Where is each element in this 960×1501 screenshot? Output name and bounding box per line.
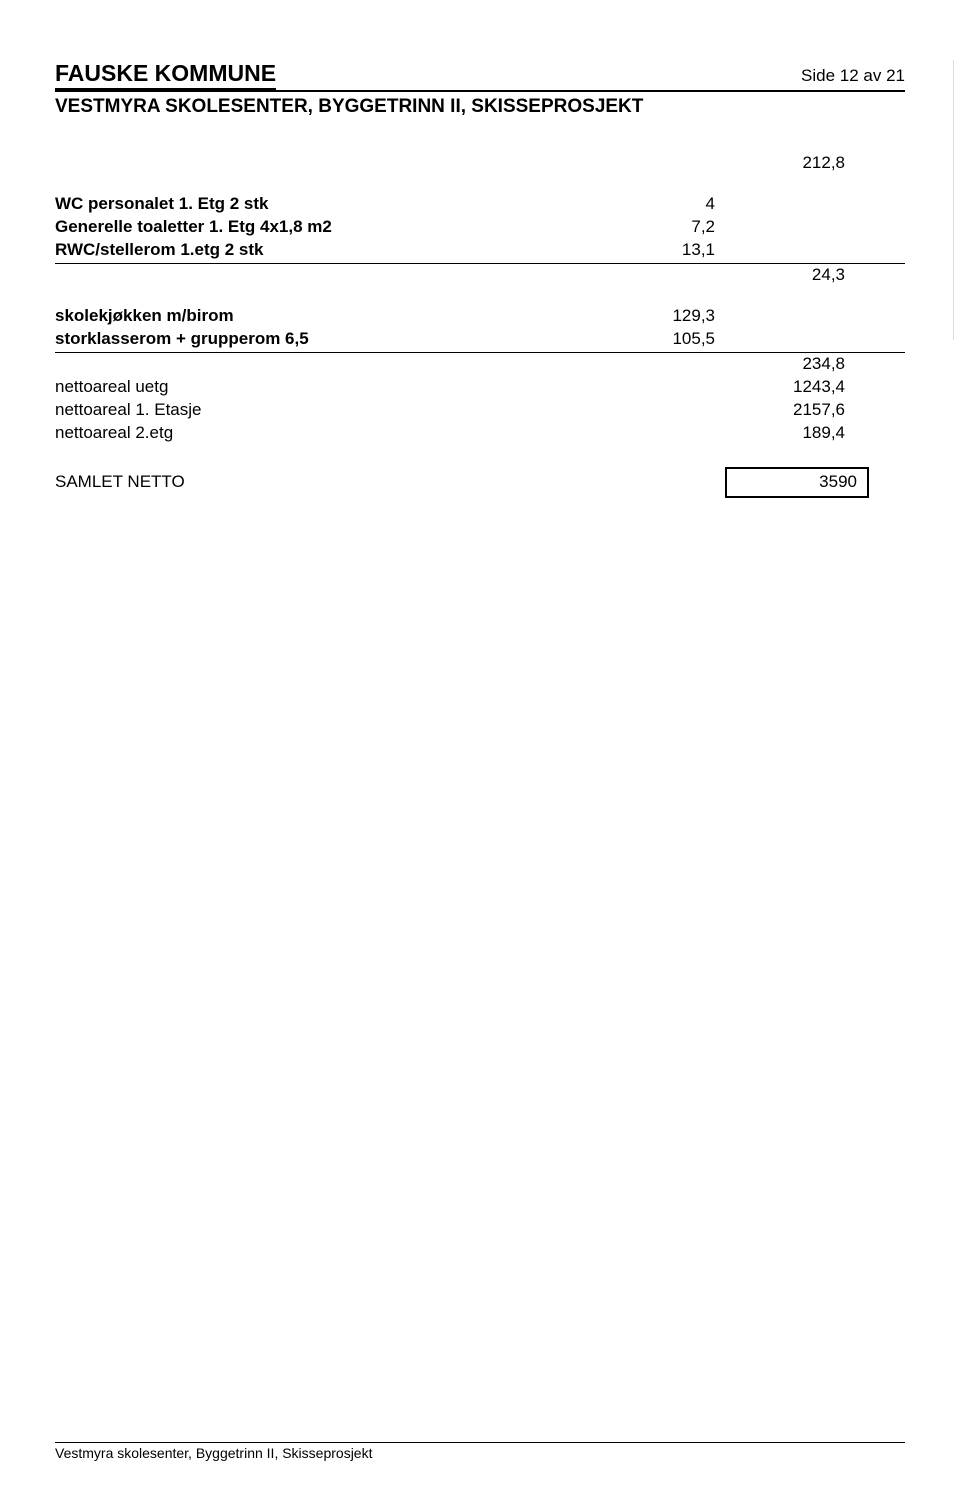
header-title: FAUSKE KOMMUNE bbox=[55, 60, 276, 90]
grand-total-box: 3590 bbox=[725, 467, 869, 498]
row-value: 2157,6 bbox=[725, 399, 845, 422]
page-indicator: Side 12 av 21 bbox=[801, 66, 905, 86]
row-label: skolekjøkken m/birom bbox=[55, 305, 595, 328]
subtotal: 234,8 bbox=[802, 354, 845, 373]
row-value: 4 bbox=[595, 193, 725, 216]
row-value: 105,5 bbox=[595, 328, 725, 351]
row-label: nettoareal uetg bbox=[55, 376, 595, 399]
row-label: storklasserom + grupperom 6,5 bbox=[55, 328, 595, 351]
table-row: nettoareal 2.etg 189,4 bbox=[55, 422, 905, 445]
table-row: nettoareal uetg 1243,4 bbox=[55, 376, 905, 399]
grand-total-row: SAMLET NETTO 3590 bbox=[55, 467, 905, 498]
table-row: nettoareal 1. Etasje 2157,6 bbox=[55, 399, 905, 422]
grand-total-box-wrap: 3590 bbox=[725, 467, 869, 498]
spacer bbox=[55, 175, 905, 193]
carried-total: 212,8 bbox=[725, 152, 845, 175]
scan-artifact-line bbox=[953, 60, 954, 340]
short-rule bbox=[725, 352, 845, 353]
table-row: RWC/stellerom 1.etg 2 stk 13,1 bbox=[55, 239, 905, 262]
row-label: Generelle toaletter 1. Etg 4x1,8 m2 bbox=[55, 216, 595, 239]
table-row: Generelle toaletter 1. Etg 4x1,8 m2 7,2 bbox=[55, 216, 905, 239]
spacer bbox=[55, 287, 905, 305]
row-label: nettoareal 1. Etasje bbox=[55, 399, 595, 422]
subtotal: 24,3 bbox=[725, 264, 845, 287]
row-label: WC personalet 1. Etg 2 stk bbox=[55, 193, 595, 216]
row-value: 1243,4 bbox=[725, 376, 845, 399]
grand-total-label: SAMLET NETTO bbox=[55, 471, 595, 494]
row-value: 129,3 bbox=[595, 305, 725, 328]
content: 212,8 WC personalet 1. Etg 2 stk 4 Gener… bbox=[55, 152, 905, 498]
table-row: skolekjøkken m/birom 129,3 bbox=[55, 305, 905, 328]
table-row: WC personalet 1. Etg 2 stk 4 bbox=[55, 193, 905, 216]
header-row: FAUSKE KOMMUNE Side 12 av 21 bbox=[55, 60, 905, 92]
footer-text: Vestmyra skolesenter, Byggetrinn II, Ski… bbox=[55, 1445, 372, 1461]
row-label: RWC/stellerom 1.etg 2 stk bbox=[55, 239, 595, 262]
row-value: 7,2 bbox=[595, 216, 725, 239]
footer: Vestmyra skolesenter, Byggetrinn II, Ski… bbox=[55, 1442, 905, 1461]
carried-total-row: 212,8 bbox=[55, 152, 905, 175]
spacer bbox=[55, 445, 905, 467]
table-row: storklasserom + grupperom 6,5 105,5 bbox=[55, 328, 905, 351]
subtotal-row: 234,8 bbox=[55, 353, 905, 376]
subtotal-row: 24,3 bbox=[55, 264, 905, 287]
row-value: 189,4 bbox=[725, 422, 845, 445]
header-subtitle: VESTMYRA SKOLESENTER, BYGGETRINN II, SKI… bbox=[55, 96, 905, 118]
row-label: nettoareal 2.etg bbox=[55, 422, 595, 445]
row-value: 13,1 bbox=[595, 239, 725, 262]
page: FAUSKE KOMMUNE Side 12 av 21 VESTMYRA SK… bbox=[0, 0, 960, 1501]
